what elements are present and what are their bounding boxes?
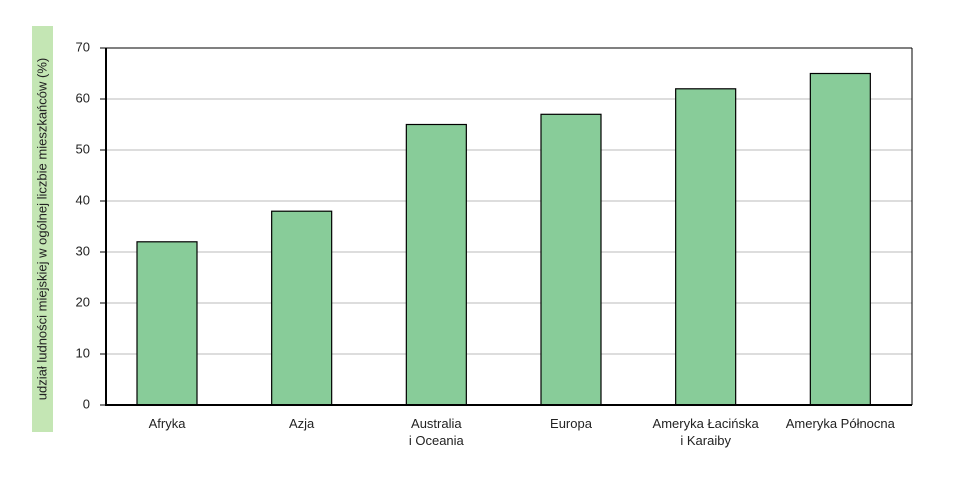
y-tick-label: 30 (76, 243, 90, 258)
y-tick-label: 10 (76, 345, 90, 360)
bar (405, 123, 467, 406)
x-tick-label: Ameryka Północna (785, 416, 895, 431)
x-tick-label: Australia i Oceania (408, 416, 464, 448)
y-tick-label: 40 (76, 192, 90, 207)
y-tick-label: 0 (83, 396, 90, 411)
x-tick-label: Afryka (148, 416, 186, 431)
bar (540, 113, 602, 406)
bar (271, 210, 333, 406)
y-tick-label: 70 (76, 39, 90, 54)
y-label-background (32, 26, 53, 432)
x-tick-label: Ameryka Łacińska i Karaiby (652, 416, 759, 448)
x-tick-label: Europa (550, 416, 592, 431)
y-tick-label: 60 (76, 90, 90, 105)
y-tick-label: 20 (76, 294, 90, 309)
x-tick-label: Azja (289, 416, 315, 431)
y-tick-label: 50 (76, 141, 90, 156)
bar (136, 241, 198, 406)
y-axis-label: udział ludności miejskiej w ogólnej licz… (34, 58, 49, 400)
bar (675, 88, 737, 406)
bar (809, 72, 871, 406)
